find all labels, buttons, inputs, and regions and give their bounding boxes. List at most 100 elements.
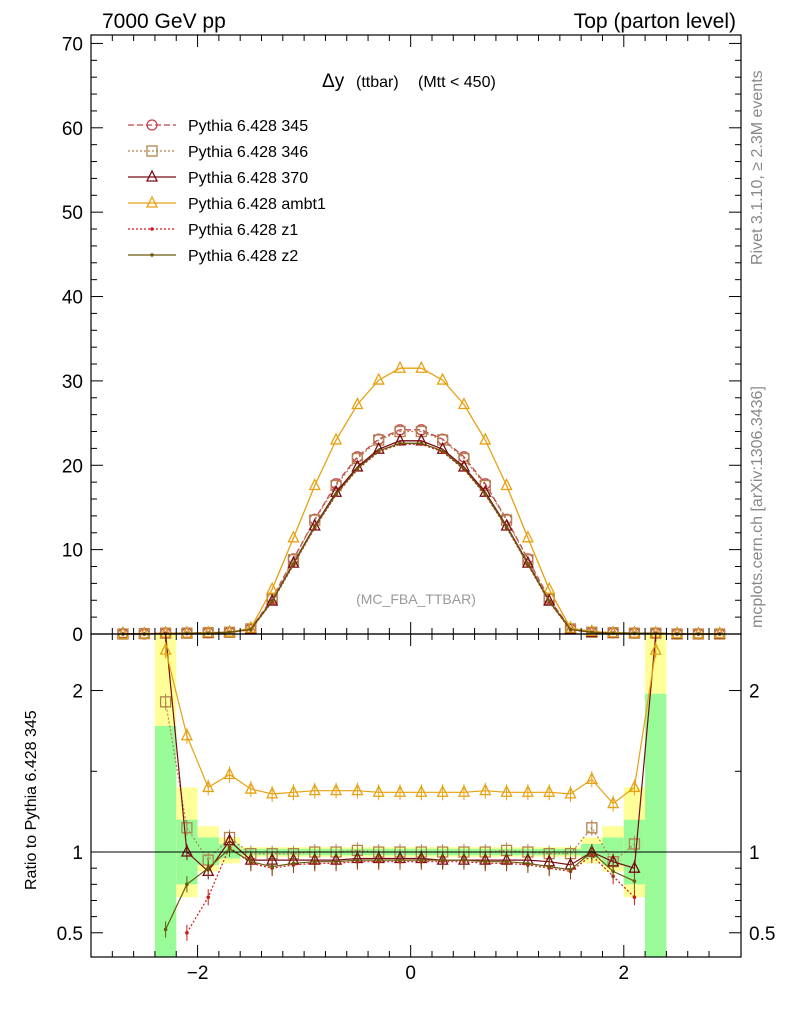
- legend-label: Pythia 6.428 346: [188, 144, 308, 161]
- marker-triangle: [457, 784, 471, 797]
- marker-square: [458, 452, 470, 465]
- marker-square: [436, 434, 449, 446]
- analysis-watermark: (MC_FBA_TTBAR): [356, 591, 476, 607]
- marker-triangle: [521, 784, 534, 797]
- marker-triangle: [330, 783, 343, 796]
- marker-triangle: [266, 593, 279, 606]
- marker-dot: [185, 882, 189, 887]
- header-energy: 7000 GeV pp: [102, 10, 226, 33]
- marker-triangle: [244, 781, 257, 794]
- marker-triangle: [500, 784, 513, 797]
- band-green: [645, 693, 667, 957]
- marker-triangle: [543, 784, 556, 797]
- marker-triangle: [138, 626, 151, 639]
- marker-triangle: [159, 642, 172, 655]
- marker-dot: [504, 859, 509, 864]
- marker-triangle: [287, 530, 300, 543]
- ratio-ytick-label-left: 1: [72, 843, 83, 864]
- marker-triangle: [145, 195, 159, 208]
- marker-triangle: [671, 626, 684, 639]
- marker-dot: [270, 864, 274, 869]
- marker-triangle: [223, 767, 236, 780]
- marker-triangle: [351, 397, 364, 410]
- marker-dot: [206, 866, 211, 870]
- marker-dot: [568, 627, 573, 632]
- marker-square: [181, 822, 193, 834]
- legend-label: Pythia 6.428 ambt1: [188, 196, 326, 213]
- main-ytick-label: 20: [62, 456, 83, 477]
- marker-triangle: [145, 169, 159, 182]
- marker-triangle: [287, 555, 300, 568]
- marker-triangle: [436, 784, 449, 797]
- marker-dot: [206, 895, 211, 900]
- marker-triangle: [521, 530, 534, 543]
- marker-dot: [355, 858, 360, 862]
- marker-dot: [376, 449, 381, 453]
- marker-triangle: [415, 360, 428, 373]
- marker-dot: [526, 861, 530, 866]
- main-ytick-label: 30: [62, 372, 83, 393]
- marker-dot: [312, 525, 317, 529]
- marker-square: [415, 425, 427, 438]
- plot-title-symbol: Δy: [322, 71, 345, 92]
- marker-dot: [547, 864, 551, 869]
- marker-dot: [355, 466, 360, 471]
- marker-dot: [334, 492, 338, 496]
- marker-dot: [150, 253, 154, 257]
- marker-triangle: [287, 784, 300, 797]
- ratio-series: [91, 633, 741, 941]
- marker-triangle: [585, 624, 598, 637]
- plot-title-cut: (Mtt < 450): [418, 74, 496, 91]
- band-green: [154, 726, 177, 957]
- marker-dot: [291, 861, 296, 866]
- marker-triangle: [372, 784, 385, 797]
- marker-dot: [568, 867, 573, 872]
- marker-dot: [483, 492, 488, 496]
- xtick-label: −2: [187, 963, 209, 984]
- marker-triangle: [202, 779, 215, 793]
- legend: Pythia 6.428 345 Pythia 6.428 346 Pythia 6…: [128, 118, 326, 265]
- marker-dot: [249, 627, 253, 632]
- ratio-line-3: [165, 650, 657, 805]
- marker-dot: [419, 858, 424, 862]
- marker-triangle: [393, 360, 407, 373]
- marker-triangle: [116, 626, 130, 639]
- marker-dot: [398, 441, 402, 446]
- main-ytick-label: 40: [62, 288, 83, 309]
- marker-dot: [504, 525, 509, 529]
- marker-triangle: [436, 372, 449, 385]
- marker-triangle: [308, 783, 321, 796]
- marker-square: [146, 145, 158, 157]
- marker-dot: [185, 930, 189, 935]
- main-series: [116, 360, 726, 640]
- xtick-label: 2: [618, 963, 629, 984]
- marker-triangle: [479, 783, 492, 796]
- marker-dot: [632, 879, 637, 883]
- marker-dot: [462, 466, 466, 471]
- ratio-ytick-label-left: 2: [72, 682, 83, 703]
- marker-triangle: [500, 518, 513, 531]
- marker-dot: [376, 858, 381, 862]
- marker-triangle: [585, 771, 598, 784]
- marker-square: [159, 696, 172, 708]
- ratio-frame: [90, 633, 742, 958]
- marker-triangle: [479, 432, 492, 445]
- main-ytick-label: 70: [62, 34, 83, 55]
- axes: 0 10 20 30 40 50 60 70 0.5 0.5 1 1 2 2 −2 0 2: [57, 34, 775, 984]
- ratio-line-4: [186, 846, 635, 934]
- main-ytick-label: 10: [62, 541, 83, 562]
- ratio-ytick-label-right: 2: [749, 682, 760, 703]
- marker-dot: [291, 562, 296, 566]
- marker-dot: [398, 858, 402, 862]
- legend-label: Pythia 6.428 345: [188, 118, 308, 135]
- legend-label: Pythia 6.428 370: [188, 170, 308, 187]
- marker-circle: [146, 119, 158, 131]
- marker-triangle: [308, 478, 321, 491]
- ratio-ytick-label-right: 0.5: [749, 924, 775, 945]
- marker-dot: [249, 859, 253, 864]
- marker-dot: [440, 858, 445, 862]
- marker-triangle: [351, 783, 364, 796]
- marker-triangle: [543, 581, 556, 594]
- marker-triangle: [521, 555, 534, 568]
